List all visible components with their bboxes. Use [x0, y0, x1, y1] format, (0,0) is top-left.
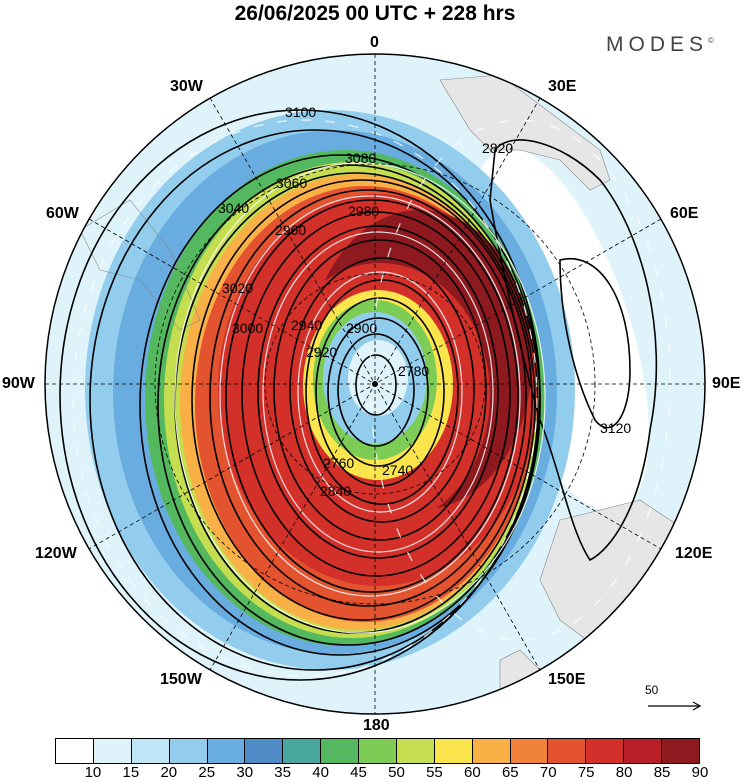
south-america-land — [79, 199, 201, 331]
contour-label: 3060 — [276, 175, 308, 191]
colorbar-swatch — [131, 739, 170, 763]
chart-title: 26/06/2025 00 UTC + 228 hrs — [234, 2, 516, 25]
colorbar-swatch — [321, 739, 359, 763]
contour-label: 3120 — [600, 420, 632, 436]
colorbar-tick-label: 70 — [539, 764, 557, 781]
reference-vector-label: 50 — [645, 683, 659, 697]
contour-3140 — [559, 257, 631, 429]
meridian-label-30w: 30W — [170, 78, 203, 95]
contour-2960 — [225, 199, 519, 593]
contour-label: 2960 — [275, 222, 307, 238]
africa-land — [439, 74, 611, 191]
colorbar-tick-label: 80 — [615, 764, 633, 781]
modes-logo: MODES© — [606, 33, 714, 57]
meridian-label-150w: 150W — [160, 671, 202, 688]
colorbar-swatch — [434, 739, 473, 763]
contour-2940 — [241, 211, 511, 577]
colorbar-swatch — [662, 739, 699, 763]
colorbar-swatch — [169, 739, 208, 763]
colorbar-swatch — [510, 739, 549, 763]
contour-3060 — [139, 154, 541, 656]
meridian-label-120e: 120E — [675, 545, 713, 562]
contour-2740 — [355, 354, 397, 416]
contour-label: 2740 — [382, 462, 414, 478]
colorbar-tick-label: 15 — [122, 764, 140, 781]
contour-3000 — [191, 179, 533, 621]
colorbar-swatch — [396, 739, 435, 763]
reference-vector-arrow — [648, 701, 702, 711]
colorbar — [55, 738, 700, 764]
colorbar-tick-label: 60 — [464, 764, 481, 781]
contour-2920 — [257, 225, 499, 559]
meridian-label-60e: 60E — [670, 205, 699, 222]
colorbar-swatch — [283, 739, 322, 763]
colorbar-tick-label: 55 — [426, 764, 443, 781]
copyright-mark: © — [708, 36, 714, 45]
meridian-label-90w: 90W — [2, 375, 35, 392]
meridian-label-120w: 120W — [35, 545, 77, 562]
contour-label: 2820 — [482, 140, 514, 156]
contour-2760 — [337, 333, 415, 447]
contour-label: 2980 — [348, 203, 380, 219]
colorbar-tick-label: 35 — [274, 764, 291, 781]
colorbar-tick-label: 85 — [653, 764, 671, 781]
contour-label: 3020 — [222, 280, 254, 296]
contour-3040 — [157, 164, 539, 646]
colorbar-swatch — [359, 739, 397, 763]
polar-map — [44, 53, 706, 715]
meridian-label-90e: 90E — [712, 375, 741, 392]
meridian-label-180: 180 — [363, 717, 390, 734]
colorbar-swatch — [245, 739, 284, 763]
colorbar-swatch — [586, 739, 625, 763]
wind-vectors — [72, 119, 671, 677]
contour-2880 — [289, 257, 475, 523]
meridian-label-60w: 60W — [46, 205, 79, 222]
colorbar-tick-label: 50 — [388, 764, 405, 781]
contour-2820 — [315, 297, 445, 487]
contour-label: 3000 — [232, 320, 264, 336]
contour-label: 3100 — [285, 104, 317, 120]
wind-speed-field — [45, 54, 705, 714]
colorbar-tick-label: 65 — [501, 764, 519, 781]
colorbar-tick-label: 10 — [84, 764, 102, 781]
colorbar-swatch — [472, 739, 511, 763]
colorbar-tick-label: 45 — [350, 764, 367, 781]
colorbar-swatch — [548, 739, 587, 763]
contour-3120 — [489, 139, 658, 562]
contour-2900 — [273, 239, 487, 541]
colorbar-swatch — [207, 739, 246, 763]
meridian-label-30e: 30E — [548, 78, 577, 95]
colorbar-tick-label: 90 — [691, 764, 709, 781]
contour-label: 2780 — [398, 363, 430, 379]
contour-label: 2940 — [291, 317, 323, 333]
colorbar-tick-label: 40 — [312, 764, 329, 781]
contour-label: 3040 — [218, 200, 250, 216]
meridian-label-0: 0 — [370, 34, 379, 51]
colorbar-tick-label: 25 — [198, 764, 216, 781]
pole-marker — [372, 381, 378, 387]
colorbar-swatch — [93, 739, 132, 763]
map-boundary — [44, 53, 706, 715]
contour-label: 2900 — [346, 320, 378, 336]
contour-2980 — [209, 189, 527, 607]
meridian-label-150e: 150E — [548, 671, 586, 688]
colorbar-swatch — [624, 739, 662, 763]
brand-text: MODES — [606, 33, 709, 56]
colorbar-tick-label: 30 — [236, 764, 254, 781]
contour-2780 — [327, 317, 429, 467]
colorbar-ticks: 10 15 20 25 30 35 40 45 50 55 60 65 70 75 80 85 90 — [55, 764, 709, 782]
contour-label: 3080 — [345, 150, 377, 166]
contour-label: 2760 — [323, 455, 355, 471]
colorbar-tick-label: 75 — [577, 764, 595, 781]
contour-label: 2840 — [320, 483, 352, 499]
colorbar-tick-label: 20 — [160, 764, 178, 781]
geopotential-contours — [59, 109, 658, 681]
contour-label: 2920 — [306, 344, 338, 360]
colorbar-swatch — [56, 739, 94, 763]
